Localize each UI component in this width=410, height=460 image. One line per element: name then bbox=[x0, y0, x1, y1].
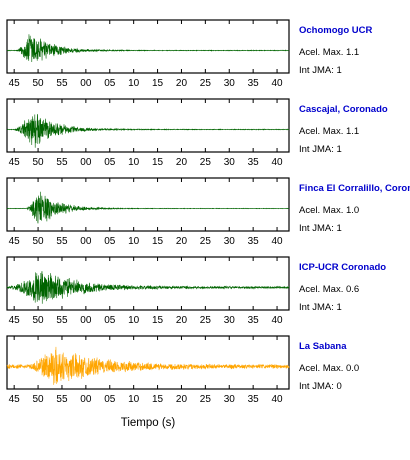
station-accel-max: Acel. Max. 1.1 bbox=[299, 47, 359, 58]
x-tick-label: 40 bbox=[271, 394, 283, 405]
panel-frame bbox=[6, 256, 290, 311]
x-tick-label: 05 bbox=[104, 157, 116, 168]
waveform-trace bbox=[6, 113, 290, 148]
x-tick-label: 55 bbox=[56, 157, 68, 168]
x-tick-label: 00 bbox=[80, 394, 92, 405]
x-tick-label: 55 bbox=[56, 394, 68, 405]
x-tick-label: 30 bbox=[224, 78, 236, 89]
x-tick-label: 00 bbox=[80, 157, 92, 168]
x-tick-label: 50 bbox=[33, 78, 45, 89]
x-tick-label: 20 bbox=[176, 394, 188, 405]
waveform-trace bbox=[6, 271, 290, 304]
x-axis-label: Tiempo (s) bbox=[121, 417, 176, 429]
station-panels: 45 50 55 00 05 10 15 20 25 30 35 40 Ochomogo UCR Acel… bbox=[6, 19, 410, 405]
station-int-jma: Int JMA: 1 bbox=[299, 65, 342, 76]
station-accel-max: Acel. Max. 0.0 bbox=[299, 363, 359, 374]
x-tick-label: 30 bbox=[224, 394, 236, 405]
waveform-trace bbox=[6, 191, 290, 224]
x-tick-label: 35 bbox=[248, 78, 260, 89]
x-tick-label: 50 bbox=[33, 394, 45, 405]
x-tick-label: 55 bbox=[56, 236, 68, 247]
x-tick-label: 20 bbox=[176, 78, 188, 89]
x-tick-label: 15 bbox=[152, 315, 164, 326]
x-tick-label: 45 bbox=[9, 394, 21, 405]
panel-frame bbox=[6, 335, 290, 390]
station-name: Cascajal, Coronado bbox=[299, 104, 388, 115]
x-tick-label: 35 bbox=[248, 157, 260, 168]
waveform-trace bbox=[6, 34, 290, 62]
station-panel: 45 50 55 00 05 10 15 20 25 30 35 40 Ochomogo UCR Acel… bbox=[6, 19, 372, 89]
x-tick-label: 50 bbox=[33, 157, 45, 168]
station-int-jma: Int JMA: 1 bbox=[299, 302, 342, 313]
x-tick-label: 25 bbox=[200, 315, 212, 326]
x-tick-label: 05 bbox=[104, 78, 116, 89]
station-accel-max: Acel. Max. 1.0 bbox=[299, 205, 359, 216]
x-tick-label: 20 bbox=[176, 236, 188, 247]
station-name: La Sabana bbox=[299, 341, 347, 352]
x-tick-label: 55 bbox=[56, 315, 68, 326]
x-tick-label: 30 bbox=[224, 157, 236, 168]
x-tick-label: 50 bbox=[33, 315, 45, 326]
x-tick-label: 30 bbox=[224, 315, 236, 326]
x-tick-label: 00 bbox=[80, 78, 92, 89]
x-tick-label: 10 bbox=[128, 315, 140, 326]
station-accel-max: Acel. Max. 0.6 bbox=[299, 284, 359, 295]
x-tick-label: 05 bbox=[104, 236, 116, 247]
panel-frame bbox=[6, 177, 290, 232]
x-tick-label: 15 bbox=[152, 157, 164, 168]
x-tick-label: 55 bbox=[56, 78, 68, 89]
x-tick-label: 45 bbox=[9, 315, 21, 326]
x-tick-label: 20 bbox=[176, 157, 188, 168]
station-panel: 45 50 55 00 05 10 15 20 25 30 35 40 Finca El Corrali… bbox=[6, 177, 410, 247]
station-int-jma: Int JMA: 1 bbox=[299, 144, 342, 155]
station-name: Finca El Corralillo, Coronado bbox=[299, 183, 410, 194]
x-tick-label: 30 bbox=[224, 236, 236, 247]
x-tick-label: 00 bbox=[80, 236, 92, 247]
x-tick-label: 45 bbox=[9, 78, 21, 89]
x-tick-label: 35 bbox=[248, 315, 260, 326]
x-tick-label: 45 bbox=[9, 236, 21, 247]
x-tick-label: 10 bbox=[128, 236, 140, 247]
station-name: Ochomogo UCR bbox=[299, 25, 372, 36]
panel-frame bbox=[6, 19, 290, 74]
panel-frame bbox=[6, 98, 290, 153]
x-tick-label: 35 bbox=[248, 394, 260, 405]
station-accel-max: Acel. Max. 1.1 bbox=[299, 126, 359, 137]
x-tick-label: 35 bbox=[248, 236, 260, 247]
x-tick-label: 25 bbox=[200, 236, 212, 247]
x-tick-label: 05 bbox=[104, 315, 116, 326]
x-tick-label: 25 bbox=[200, 394, 212, 405]
x-tick-label: 40 bbox=[271, 315, 283, 326]
x-tick-label: 20 bbox=[176, 315, 188, 326]
x-tick-label: 00 bbox=[80, 315, 92, 326]
x-tick-label: 15 bbox=[152, 236, 164, 247]
x-tick-label: 15 bbox=[152, 394, 164, 405]
x-tick-label: 25 bbox=[200, 78, 212, 89]
x-tick-label: 40 bbox=[271, 236, 283, 247]
station-panel: 45 50 55 00 05 10 15 20 25 30 35 40 ICP-UCR Coronado… bbox=[6, 256, 386, 326]
x-tick-label: 05 bbox=[104, 394, 116, 405]
x-tick-label: 40 bbox=[271, 78, 283, 89]
station-panel: 45 50 55 00 05 10 15 20 25 30 35 40 Cascajal, Corona… bbox=[6, 98, 388, 168]
x-tick-label: 50 bbox=[33, 236, 45, 247]
station-panel: 45 50 55 00 05 10 15 20 25 30 35 40 La Sabana Acel. M… bbox=[6, 335, 359, 405]
waveform-trace bbox=[6, 346, 290, 385]
x-tick-label: 10 bbox=[128, 394, 140, 405]
station-name: ICP-UCR Coronado bbox=[299, 262, 386, 273]
x-tick-label: 25 bbox=[200, 157, 212, 168]
x-tick-label: 10 bbox=[128, 157, 140, 168]
x-tick-label: 45 bbox=[9, 157, 21, 168]
station-int-jma: Int JMA: 0 bbox=[299, 381, 342, 392]
station-int-jma: Int JMA: 1 bbox=[299, 223, 342, 234]
x-tick-label: 10 bbox=[128, 78, 140, 89]
x-tick-label: 40 bbox=[271, 157, 283, 168]
x-tick-label: 15 bbox=[152, 78, 164, 89]
